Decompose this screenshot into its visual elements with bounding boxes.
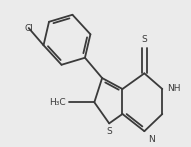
Text: NH: NH — [167, 85, 180, 93]
Text: N: N — [148, 135, 155, 144]
Text: S: S — [142, 35, 147, 44]
Text: S: S — [106, 127, 112, 136]
Text: Cl: Cl — [24, 24, 33, 32]
Text: H₃C: H₃C — [50, 98, 66, 107]
